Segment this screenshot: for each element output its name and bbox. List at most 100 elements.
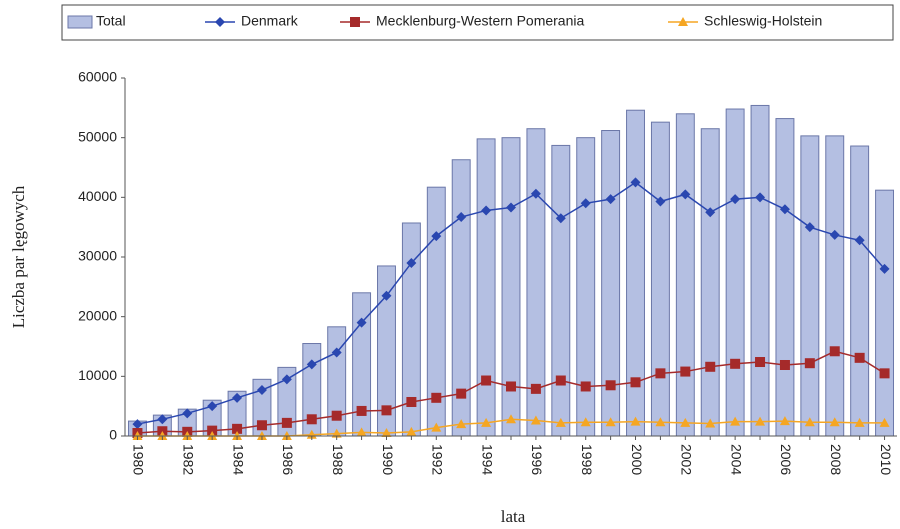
point xyxy=(356,317,367,328)
point xyxy=(381,290,392,301)
x-tick-label: 1992 xyxy=(430,444,446,475)
point xyxy=(406,257,417,268)
x-tick-label: 1982 xyxy=(181,444,197,475)
y-axis-title: Liczba par lęgowych xyxy=(9,185,28,328)
point xyxy=(879,263,890,274)
x-tick-label: 1994 xyxy=(479,444,495,475)
point xyxy=(232,423,243,434)
point xyxy=(431,392,442,403)
legend-label: Denmark xyxy=(241,13,299,29)
point xyxy=(406,396,417,407)
point xyxy=(779,359,790,370)
x-tick-label: 2004 xyxy=(728,444,744,475)
point xyxy=(306,414,317,425)
point xyxy=(381,428,392,438)
bar xyxy=(800,135,820,437)
point xyxy=(456,388,467,399)
x-tick-label: 2008 xyxy=(828,444,844,475)
x-tick-label: 1996 xyxy=(529,444,545,475)
x-tick-label: 2006 xyxy=(778,444,794,475)
bar xyxy=(700,128,720,437)
point xyxy=(132,419,143,430)
point xyxy=(730,416,741,426)
point xyxy=(232,392,243,403)
legend-marker xyxy=(215,17,225,27)
point xyxy=(580,198,591,209)
point xyxy=(680,366,691,377)
point xyxy=(829,417,840,427)
point xyxy=(605,417,616,427)
legend-swatch xyxy=(67,15,93,29)
point xyxy=(506,202,516,213)
point xyxy=(331,410,342,421)
bar xyxy=(775,118,795,437)
point xyxy=(256,420,267,431)
point xyxy=(655,196,666,207)
point xyxy=(530,188,541,199)
point xyxy=(804,222,815,233)
point xyxy=(431,422,442,432)
point xyxy=(730,194,741,205)
point xyxy=(481,205,492,216)
x-tick-label: 2000 xyxy=(629,444,645,475)
point xyxy=(705,361,716,372)
x-tick-label: 1984 xyxy=(230,444,246,475)
point xyxy=(281,417,292,428)
point xyxy=(605,194,616,205)
x-tick-label: 1980 xyxy=(131,444,147,475)
point xyxy=(580,417,591,427)
point xyxy=(506,381,516,392)
x-tick-label: 1988 xyxy=(330,444,346,475)
point xyxy=(381,405,392,416)
point xyxy=(730,358,741,369)
y-tick-label: 50000 xyxy=(78,128,117,144)
point xyxy=(306,359,317,370)
point xyxy=(506,414,516,424)
y-tick-label: 20000 xyxy=(78,307,117,323)
bar xyxy=(675,113,695,437)
point xyxy=(406,426,417,436)
point xyxy=(306,429,317,439)
x-tick-label: 2010 xyxy=(878,444,894,475)
point xyxy=(829,346,840,357)
point xyxy=(481,375,492,386)
point xyxy=(456,212,467,223)
point xyxy=(555,375,566,386)
point xyxy=(281,374,292,385)
point xyxy=(879,368,890,379)
point xyxy=(431,231,442,242)
x-tick-label: 1990 xyxy=(380,444,396,475)
point xyxy=(630,177,641,188)
bar xyxy=(725,108,745,437)
legend-box xyxy=(61,4,894,41)
point xyxy=(655,417,666,427)
point xyxy=(207,425,218,436)
point xyxy=(555,417,566,427)
legend-label: Total xyxy=(96,13,126,29)
x-tick-label: 1998 xyxy=(579,444,595,475)
point xyxy=(779,416,790,426)
bar xyxy=(825,135,845,437)
point xyxy=(630,416,641,426)
point xyxy=(804,417,815,427)
legend-label: Schleswig-Holstein xyxy=(704,13,822,29)
point xyxy=(456,419,467,429)
point xyxy=(182,408,193,419)
point xyxy=(705,418,716,428)
point xyxy=(755,357,766,368)
x-tick-label: 1986 xyxy=(280,444,296,475)
point xyxy=(207,401,218,412)
bar xyxy=(850,145,870,437)
point xyxy=(580,381,591,392)
point xyxy=(829,229,840,240)
point xyxy=(705,207,716,218)
legend-label: Mecklenburg-Western Pomerania xyxy=(376,13,584,29)
bar xyxy=(476,138,496,437)
bar xyxy=(750,104,770,437)
legend-marker xyxy=(678,17,688,26)
point xyxy=(755,192,766,203)
point xyxy=(680,189,691,200)
point xyxy=(331,428,342,438)
y-tick-label: 10000 xyxy=(78,367,117,383)
